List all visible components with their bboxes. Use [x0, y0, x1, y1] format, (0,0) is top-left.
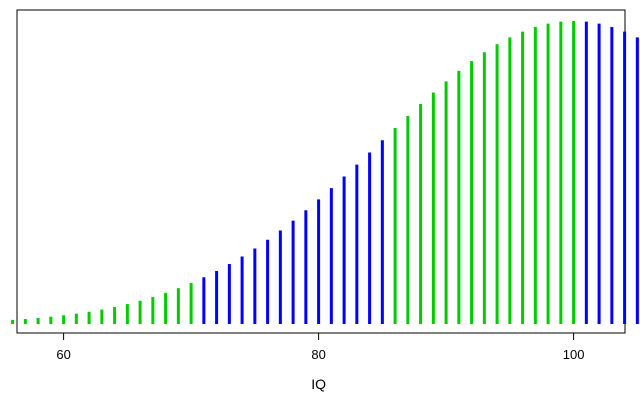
bars-group [11, 21, 639, 324]
x-axis-title: IQ [311, 376, 326, 392]
x-tick-label-80: 80 [311, 347, 325, 362]
plot-frame [16, 9, 626, 334]
x-tick-label-100: 100 [563, 347, 585, 362]
x-axis: 6080100120140 [56, 332, 585, 362]
x-tick-label-60: 60 [56, 347, 70, 362]
